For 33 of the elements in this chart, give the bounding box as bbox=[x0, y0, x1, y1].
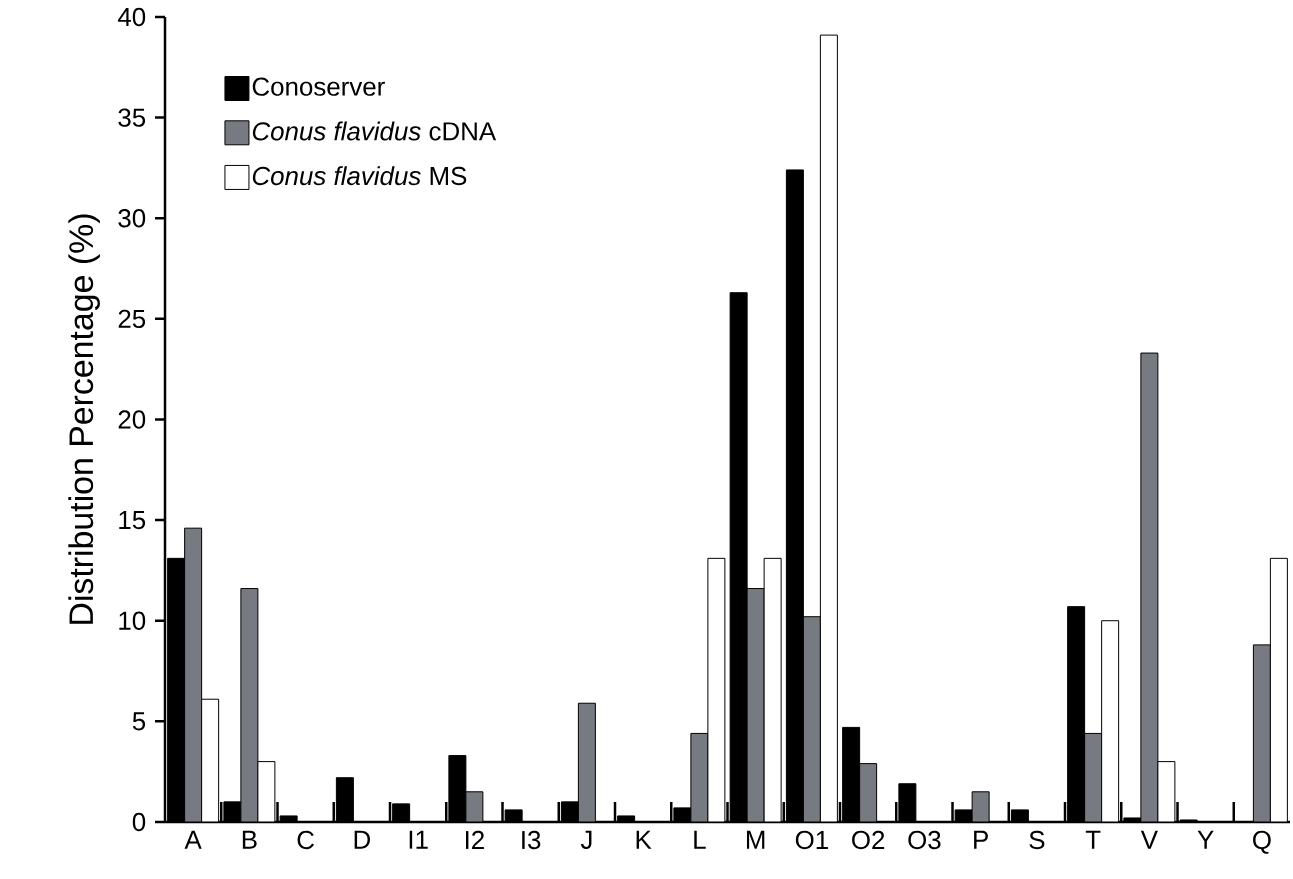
y-tick-label: 25 bbox=[118, 309, 146, 329]
y-tick-label: 10 bbox=[119, 611, 146, 630]
y-axis-title: Distribution Percentage (%) bbox=[68, 214, 100, 624]
x-tick-label: I2 bbox=[465, 830, 484, 849]
legend-label: Conus flavidus cDNA bbox=[252, 121, 497, 141]
y-tick-label: 20 bbox=[118, 410, 146, 429]
y-tick-label: 35 bbox=[118, 108, 146, 127]
x-tick-label: P bbox=[974, 830, 988, 849]
x-tick-label: D bbox=[354, 830, 370, 849]
x-tick-label: Y bbox=[1197, 830, 1214, 849]
x-tick-label: J bbox=[580, 830, 592, 849]
y-tick-label: 0 bbox=[132, 812, 146, 832]
x-tick-label: B bbox=[242, 830, 257, 849]
x-tick-label: M bbox=[746, 830, 765, 849]
x-tick-label: O2 bbox=[852, 830, 885, 850]
x-tick-label: O3 bbox=[908, 830, 941, 850]
x-tick-label: Q bbox=[1253, 830, 1271, 854]
x-tick-label: A bbox=[184, 830, 202, 849]
x-tick-label: O1 bbox=[795, 830, 828, 850]
x-tick-label: V bbox=[1140, 830, 1158, 849]
x-tick-label: I3 bbox=[522, 830, 541, 850]
x-tick-label: C bbox=[297, 830, 314, 850]
legend-label: Conoserver bbox=[252, 77, 385, 96]
y-tick-label: 5 bbox=[132, 712, 146, 731]
x-tick-label: I1 bbox=[409, 830, 428, 849]
y-tick-label: 40 bbox=[117, 7, 146, 27]
x-tick-label: S bbox=[1029, 830, 1045, 850]
y-tick-label: 15 bbox=[119, 511, 146, 530]
x-tick-label: T bbox=[1085, 830, 1101, 849]
legend-label: Conus flavidus MS bbox=[252, 166, 467, 186]
x-tick-label: K bbox=[636, 830, 652, 849]
y-tick-label: 30 bbox=[118, 209, 146, 228]
x-tick-label: L bbox=[694, 830, 706, 849]
